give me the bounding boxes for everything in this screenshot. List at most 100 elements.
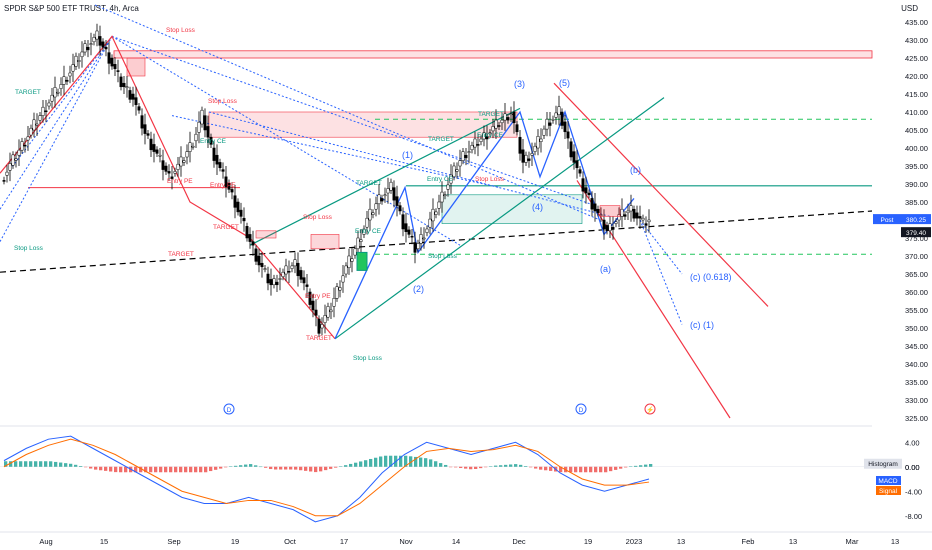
- stop-loss-label: Stop Loss: [353, 355, 383, 362]
- macd-histogram-bar: [49, 461, 53, 467]
- candle-body: [89, 43, 93, 45]
- earnings-marker-text: ⚡: [646, 406, 654, 414]
- candle-body: [284, 265, 288, 275]
- macd-histogram-bar: [294, 466, 298, 470]
- entry-label: Entry CE: [200, 138, 227, 145]
- candle-body: [449, 174, 453, 184]
- price-tick-label: 355.00: [905, 306, 928, 315]
- macd-histogram-bar: [429, 459, 433, 467]
- candle-body: [644, 223, 648, 226]
- candle-body: [329, 309, 333, 313]
- macd-tick-label: -8.00: [905, 512, 922, 521]
- macd-tick-label: 0.00: [905, 463, 920, 472]
- macd-histogram-bar: [274, 466, 278, 470]
- candle-body: [191, 145, 195, 148]
- macd-histogram-bar: [454, 466, 458, 468]
- candle-body: [143, 124, 147, 134]
- candle-body: [260, 262, 264, 268]
- candle-body: [533, 145, 537, 152]
- candle-body: [251, 241, 255, 246]
- candle-body: [8, 163, 12, 171]
- candle-body: [419, 234, 423, 244]
- wave-label: (1): [402, 150, 413, 160]
- candle-body: [140, 115, 144, 129]
- candle-body: [95, 30, 99, 40]
- macd-histogram-bar: [144, 466, 148, 473]
- candle-body: [14, 158, 18, 161]
- macd-histogram-bar: [559, 466, 563, 473]
- macd-histogram-bar: [224, 466, 228, 468]
- candle-body: [242, 217, 246, 222]
- macd-histogram-bar: [259, 466, 263, 468]
- candle-body: [557, 106, 561, 115]
- macd-histogram-bar: [549, 466, 553, 471]
- candle-body: [134, 97, 138, 106]
- macd-histogram-bar: [159, 466, 163, 473]
- candle-body: [206, 126, 210, 138]
- macd-histogram-bar: [544, 466, 548, 471]
- macd-histogram-bar: [179, 466, 183, 473]
- price-tick-label: 405.00: [905, 126, 928, 135]
- candle-body: [305, 284, 309, 287]
- time-tick-label: 15: [100, 537, 108, 546]
- macd-histogram-bar: [39, 461, 43, 467]
- macd-histogram-bar: [69, 463, 73, 467]
- target-label: TARGET: [213, 224, 239, 231]
- macd-histogram-bar: [449, 466, 453, 468]
- candle-body: [86, 46, 90, 51]
- candle-body: [554, 112, 558, 118]
- macd-histogram-bar: [139, 466, 143, 473]
- macd-histogram-bar: [649, 463, 653, 467]
- candle-body: [551, 118, 555, 121]
- candle-body: [173, 171, 177, 174]
- candle-body: [35, 123, 39, 126]
- candle-body: [467, 151, 471, 153]
- chart-title: SPDR S&P 500 ETF TRUST, 4h, Arca: [4, 4, 139, 13]
- candle-body: [575, 160, 579, 169]
- post-value: 380.25: [906, 217, 926, 224]
- dotted-fan-line: [0, 36, 113, 242]
- candle-body: [578, 169, 582, 174]
- time-tick-label: 19: [231, 537, 239, 546]
- macd-histogram-bar: [154, 466, 158, 473]
- candle-body: [389, 181, 393, 191]
- macd-histogram-bar: [334, 466, 338, 468]
- price-tick-label: 325.00: [905, 414, 928, 423]
- candle-body: [230, 189, 234, 193]
- candle-body: [488, 132, 492, 134]
- candle-body: [476, 144, 480, 146]
- candle-body: [200, 109, 204, 125]
- candle-body: [383, 194, 387, 197]
- macd-tick-label: -4.00: [905, 487, 922, 496]
- candle-body: [62, 76, 66, 85]
- macd-histogram-bar: [369, 458, 373, 467]
- macd-histogram-bar: [309, 466, 313, 472]
- time-tick-label: 19: [584, 537, 592, 546]
- dotted-fan-line: [208, 111, 611, 217]
- candle-body: [410, 235, 414, 238]
- macd-histogram-bar: [594, 466, 598, 473]
- dividend-marker[interactable]: [223, 403, 235, 415]
- candle-body: [443, 194, 447, 197]
- macd-histogram-bar: [119, 466, 123, 473]
- candle-body: [632, 208, 636, 219]
- candle-body: [308, 291, 312, 305]
- price-tick-label: 340.00: [905, 360, 928, 369]
- target-label: TARGET: [428, 136, 454, 143]
- candle-body: [122, 82, 126, 88]
- candle-body: [452, 165, 456, 178]
- macd-histogram-bar: [34, 461, 38, 467]
- currency-label: USD: [901, 4, 918, 13]
- candle-body: [518, 136, 522, 154]
- candle-body: [509, 113, 513, 116]
- earnings-marker[interactable]: [644, 403, 656, 415]
- price-tick-label: 410.00: [905, 108, 928, 117]
- candle-body: [323, 315, 327, 323]
- candle-body: [401, 214, 405, 230]
- dividend-marker[interactable]: [575, 403, 587, 415]
- candle-body: [38, 115, 42, 121]
- candle-body: [326, 306, 330, 318]
- candle-body: [536, 136, 540, 149]
